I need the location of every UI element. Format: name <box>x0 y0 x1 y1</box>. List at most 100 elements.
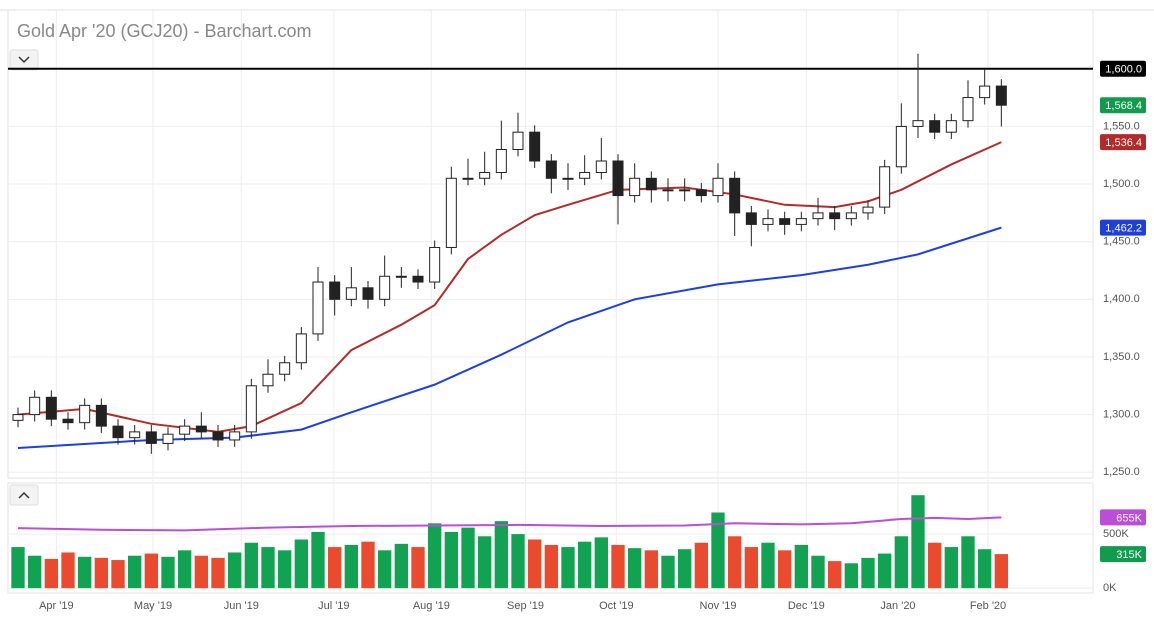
candle-body <box>929 120 941 133</box>
candle-body <box>345 287 357 300</box>
price-marker <box>1100 546 1146 563</box>
moving-average-line <box>17 516 1002 532</box>
volume-bar <box>394 543 408 589</box>
volume-bar <box>478 536 492 589</box>
candle-body <box>995 85 1007 106</box>
price-marker-label: 315K <box>1116 549 1142 561</box>
volume-bar <box>178 550 192 589</box>
price-marker-label: 655K <box>1116 512 1142 524</box>
x-tick-label: Nov '19 <box>700 600 737 612</box>
volume-bar <box>644 550 658 589</box>
volume-bar <box>561 547 575 589</box>
candle-body <box>545 160 557 179</box>
candle-body <box>779 218 791 225</box>
price-marker-label: 1,536.4 <box>1105 137 1142 149</box>
candle-body <box>45 396 57 420</box>
candle-body <box>495 148 507 174</box>
volume-bar <box>94 557 108 589</box>
candle-body <box>745 212 757 225</box>
price-panel <box>7 9 1094 479</box>
price-marker <box>1100 509 1146 526</box>
candle-body <box>95 404 107 427</box>
candle-body <box>179 425 191 435</box>
volume-bar <box>578 541 592 589</box>
x-tick-label: Dec '19 <box>788 600 825 612</box>
candle-body <box>895 125 907 168</box>
candle-body <box>262 373 274 387</box>
candle-body <box>762 218 774 225</box>
collapse-button[interactable] <box>9 49 39 71</box>
candle-body <box>29 396 41 416</box>
candle-body <box>195 425 207 433</box>
volume-bar <box>744 547 758 589</box>
candle-body <box>562 177 574 180</box>
volume-bar <box>194 555 208 589</box>
candle-body <box>962 97 974 122</box>
volume-bar <box>28 555 42 589</box>
volume-bar <box>894 536 908 589</box>
volume-bar <box>878 553 892 589</box>
volume-bar <box>244 542 258 589</box>
volume-bar <box>61 552 75 589</box>
candle-body <box>812 212 824 220</box>
volume-bar <box>144 553 158 589</box>
y-tick-label: 1,300.0 <box>1103 409 1140 421</box>
volume-bar <box>511 534 525 589</box>
volume-bar <box>528 539 542 589</box>
y-tick-label: 1,350.0 <box>1103 351 1140 363</box>
volume-bar <box>761 542 775 589</box>
price-marker <box>1100 134 1146 151</box>
y-tick-label: 1,500.0 <box>1103 178 1140 190</box>
candle-body <box>879 166 891 208</box>
candle-body <box>79 404 91 424</box>
candle-body <box>445 177 457 248</box>
x-tick-label: Jul '19 <box>318 600 349 612</box>
volume-bar <box>861 557 875 589</box>
candle-body <box>412 275 424 283</box>
x-tick-label: Aug '19 <box>413 600 450 612</box>
candle-body <box>595 160 607 174</box>
volume-bar <box>811 555 825 589</box>
y-tick-label: 0K <box>1103 582 1117 594</box>
volume-bar <box>328 547 342 589</box>
candle-body <box>145 431 157 444</box>
volume-bar <box>261 547 275 589</box>
price-marker <box>1100 97 1146 114</box>
volume-bar <box>111 560 125 589</box>
candle-body <box>462 177 474 180</box>
reference-marker <box>1100 60 1146 77</box>
candle-body <box>612 160 624 197</box>
volume-bar <box>994 554 1008 589</box>
price-marker-label: 1,462.2 <box>1105 223 1142 235</box>
candle-body <box>379 275 391 300</box>
candle-body <box>162 433 174 444</box>
volume-bar <box>228 552 242 589</box>
volume-bar <box>544 544 558 589</box>
volume-bar <box>694 542 708 589</box>
x-tick-label: Apr '19 <box>39 600 74 612</box>
candle-body <box>512 131 524 150</box>
volume-bar <box>844 563 858 589</box>
candle-body <box>129 431 141 439</box>
volume-bar <box>661 555 675 589</box>
volume-bar <box>678 549 692 589</box>
volume-bar <box>11 547 25 589</box>
candle-body <box>695 189 707 197</box>
candle-body <box>845 212 857 220</box>
x-tick-label: May '19 <box>134 600 172 612</box>
price-marker-label: 1,568.4 <box>1105 100 1142 112</box>
volume-bar <box>628 548 642 589</box>
price-marker <box>1100 219 1146 236</box>
candle-body <box>312 281 324 335</box>
y-tick-label: 1,400.0 <box>1103 293 1140 305</box>
candle-body <box>229 431 241 441</box>
volume-bar <box>294 539 308 589</box>
expand-volume-button[interactable] <box>9 484 39 506</box>
candle-body <box>645 177 657 191</box>
candle-body <box>479 172 491 179</box>
volume-bar <box>611 544 625 589</box>
candle-body <box>579 172 591 179</box>
candle-body <box>629 177 641 197</box>
candle-body <box>395 275 407 278</box>
